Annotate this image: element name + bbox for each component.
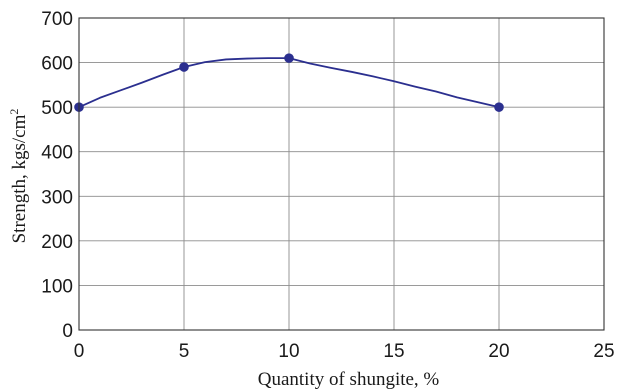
x-tick-label: 20 [488,341,509,362]
y-axis-title-main: Strength, kgs/cm [9,114,30,243]
data-point [179,62,189,72]
y-tick-label: 400 [41,143,73,164]
data-point [494,102,504,112]
plot-border [78,17,605,331]
x-tick-label: 0 [74,341,85,362]
x-axis-title: Quantity of shungite, % [258,369,440,389]
plot-frame [78,17,605,331]
y-tick-label: 0 [62,321,73,342]
y-tick-label: 700 [41,9,73,30]
y-tick-label: 100 [41,276,73,297]
x-tick-label: 25 [593,341,614,362]
x-tick-label: 15 [383,341,404,362]
y-tick-label: 300 [41,187,73,208]
x-tick-label: 10 [278,341,299,362]
grid [79,18,604,330]
y-tick-label: 600 [41,54,73,75]
y-axis-title-superscript: 2 [7,109,21,115]
y-axis-title: Strength, kgs/cm2 [7,109,30,244]
tick-labels: 0 5 10 15 20 25 0 100 200 300 400 500 600 700 [41,9,614,362]
x-tick-label: 5 [179,341,190,362]
y-tick-label: 500 [41,98,73,119]
y-tick-label: 200 [41,232,73,253]
data-point [284,53,294,63]
